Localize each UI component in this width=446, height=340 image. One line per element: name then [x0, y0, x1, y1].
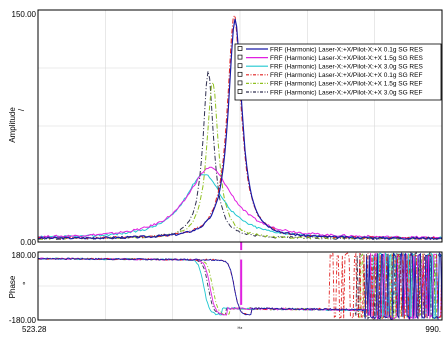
xtick-right: 990. — [425, 325, 441, 334]
amplitude-plot-frame — [37, 9, 443, 243]
phase-ytick-top: 180.00 — [12, 251, 37, 260]
legend-label: FRF (Harmonic) Laser-X:+X/Pilot-X:+X 3.0… — [270, 64, 423, 71]
legend-marker — [237, 71, 243, 77]
legend-marker — [237, 89, 243, 94]
x-axis-unit: Hz — [238, 325, 243, 330]
legend-label: FRF (Harmonic) Laser-X:+X/Pilot-X:+X 1.5… — [270, 81, 422, 88]
phase-axis-unit: ° — [22, 281, 25, 290]
phase-series-line — [37, 251, 443, 321]
phase-plot-frame — [37, 251, 443, 321]
amplitude-ytick-top: 150.00 — [12, 10, 37, 19]
phase-series-group — [37, 251, 443, 321]
legend-marker — [237, 46, 243, 51]
amplitude-ytick-bottom: 0.00 — [20, 238, 36, 247]
legend-marker — [237, 63, 243, 69]
legend-entries: FRF (Harmonic) Laser-X:+X/Pilot-X:+X 0.1… — [237, 46, 423, 96]
xtick-left: 523.28 — [22, 325, 47, 334]
legend-marker — [237, 54, 243, 60]
amplitude-axis-unit: / — [17, 108, 26, 111]
legend-label: FRF (Harmonic) Laser-X:+X/Pilot-X:+X 3.0… — [270, 89, 422, 96]
phase-ytick-bottom: -180.00 — [9, 316, 37, 325]
amplitude-axis-title: Amplitude — [8, 107, 17, 143]
legend-box — [234, 43, 442, 101]
legend-marker — [237, 80, 243, 86]
legend: FRF (Harmonic) Laser-X:+X/Pilot-X:+X 0.1… — [234, 43, 442, 101]
phase-axis-title: Phase — [8, 275, 17, 298]
legend-label: FRF (Harmonic) Laser-X:+X/Pilot-X:+X 0.1… — [270, 46, 423, 53]
legend-label: FRF (Harmonic) Laser-X:+X/Pilot-X:+X 1.5… — [270, 55, 423, 62]
legend-label: FRF (Harmonic) Laser-X:+X/Pilot-X:+X 0.1… — [270, 72, 422, 79]
